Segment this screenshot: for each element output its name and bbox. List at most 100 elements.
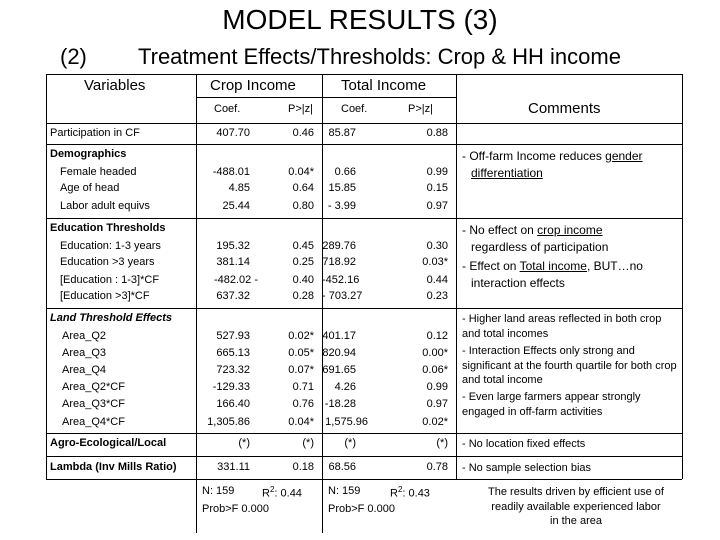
row-label: Education >3 years [60, 256, 155, 268]
row-label: Female headed [60, 166, 137, 178]
cell-crop-coef: 665.13 [216, 347, 250, 359]
cell-crop-coef: (*) [238, 437, 250, 449]
cell-total-p: 0.02* [422, 416, 448, 428]
row-label: Age of head [60, 182, 120, 194]
header-pz-total: P>|z| [408, 103, 433, 115]
cell-total-coef: 4.26 [334, 381, 356, 393]
cell-total-p: 0.06* [422, 364, 448, 376]
slide-subtitle: Treatment Effects/Thresholds: Crop & HH … [138, 44, 621, 69]
row-label: [Education : 1-3]*CF [60, 274, 160, 286]
cell-crop-coef: 637.32 [216, 290, 250, 302]
header-total-income: Total Income [341, 77, 427, 94]
cell-crop-p: 0.46 [292, 127, 314, 139]
cell-crop-p: 0.18 [292, 461, 314, 473]
cell-total-p: 0.97 [426, 200, 448, 212]
cell-total-coef: - 3.99 [327, 200, 356, 212]
row-label: Area_Q4*CF [62, 416, 125, 428]
cell-total-p: 0.88 [426, 127, 448, 139]
comment-land-1: - Higher land areas reflected in both cr… [462, 313, 662, 340]
cell-crop-p: 0.05* [288, 347, 314, 359]
header-pz-crop: P>|z| [288, 103, 313, 115]
table-left-border [46, 74, 47, 479]
cell-crop-coef: 195.32 [216, 240, 250, 252]
cell-crop-coef: 1,305.86 [207, 416, 250, 428]
cell-crop-p: 0.71 [292, 381, 314, 393]
comment-land-2: - Interaction Effects only strong and si… [462, 345, 677, 386]
cell-total-coef: 718.92 [322, 256, 356, 268]
cell-total-coef: 820.94 [322, 347, 356, 359]
crop-r2: R2: 0.44 [262, 485, 302, 500]
cell-total-coef: 15.85 [328, 182, 356, 194]
comment-education-1: - No effect on crop income regardless of … [462, 223, 609, 254]
cell-total-p: 0.30 [426, 240, 448, 252]
row-divider [46, 144, 682, 145]
cell-total-coef: -18.28 [324, 398, 356, 410]
row-label: [Education >3]*CF [60, 290, 150, 302]
subtitle-number: (2) [60, 44, 87, 69]
comment-land-3: - Even large farmers appear strongly eng… [462, 391, 641, 418]
table-right-border [682, 74, 683, 479]
cell-crop-p: 0.25 [292, 256, 314, 268]
cell-total-coef: 401.17 [322, 330, 356, 342]
header-coef-total: Coef. [341, 103, 368, 115]
cell-crop-p: 0.45 [292, 240, 314, 252]
header-comments: Comments [528, 100, 601, 117]
row-divider [46, 456, 682, 457]
section-education: Education Thresholds [50, 222, 166, 234]
row-label: Area_Q3*CF [62, 398, 125, 410]
cell-crop-coef: 25.44 [222, 200, 250, 212]
row-label: Area_Q4 [62, 364, 107, 376]
slide-title: MODEL RESULTS (3) [222, 4, 498, 35]
cell-total-coef: 0.66 [334, 166, 356, 178]
cell-crop-coef: 166.40 [216, 398, 250, 410]
cell-total-p: (*) [436, 437, 448, 449]
cell-total-coef: 1,575.96 [325, 416, 368, 428]
footer-comment: The results driven by efficient use of r… [488, 486, 664, 527]
cell-total-p: 0.99 [426, 381, 448, 393]
header-coef-crop: Coef. [214, 103, 241, 115]
cell-crop-p: (*) [302, 437, 314, 449]
row-label-lambda: Lambda (Inv Mills Ratio) [50, 461, 177, 473]
cell-crop-p: 0.64 [292, 182, 314, 194]
header-crop-income: Crop Income [210, 77, 296, 94]
cell-crop-coef: 723.32 [216, 364, 250, 376]
cell-crop-p: 0.07* [288, 364, 314, 376]
column-divider [196, 74, 197, 533]
cell-total-p: 0.44 [426, 274, 448, 286]
cell-total-p: 0.78 [426, 461, 448, 473]
cell-total-p: 0.23 [426, 290, 448, 302]
crop-prob: Prob>F 0.000 [202, 503, 269, 515]
cell-total-coef: 85.87 [328, 127, 356, 139]
cell-crop-coef: 381.14 [216, 256, 250, 268]
row-label: Area_Q2 [62, 330, 107, 342]
comment-demographics: - Off-farm Income reduces gender differen… [462, 149, 643, 180]
cell-crop-coef: 527.93 [216, 330, 250, 342]
cell-total-p: 0.00* [422, 347, 448, 359]
cell-total-coef: - 703.27 [322, 290, 363, 302]
section-land: Land Threshold Effects [50, 312, 173, 324]
cell-crop-p: 0.04* [288, 166, 314, 178]
cell-crop-coef: -482.02 - [213, 274, 258, 286]
table-bottom-border [46, 479, 682, 480]
cell-crop-p: 0.76 [292, 398, 314, 410]
cell-total-p: 0.15 [426, 182, 448, 194]
cell-crop-p: 0.40 [292, 274, 314, 286]
header-divider [46, 123, 682, 124]
row-label-agro: Agro-Ecological/Local [50, 437, 167, 449]
row-divider [46, 433, 682, 434]
column-divider [456, 74, 457, 479]
cell-crop-coef: 331.11 [217, 461, 250, 473]
comment-education-2: - Effect on Total income, BUT…no interact… [462, 259, 643, 290]
row-label: Labor adult equivs [60, 200, 150, 212]
cell-total-coef: 68.56 [328, 461, 356, 473]
row-divider [46, 308, 682, 309]
header-variables: Variables [84, 77, 146, 94]
row-label: Area_Q3 [62, 347, 107, 359]
cell-total-p: 0.03* [422, 256, 448, 268]
table-top-border [46, 74, 682, 75]
row-divider [46, 218, 682, 219]
cell-total-p: 0.12 [426, 330, 448, 342]
cell-crop-p: 0.04* [288, 416, 314, 428]
cell-total-coef: 289.76 [322, 240, 356, 252]
cell-crop-coef: -488.01 [212, 166, 250, 178]
